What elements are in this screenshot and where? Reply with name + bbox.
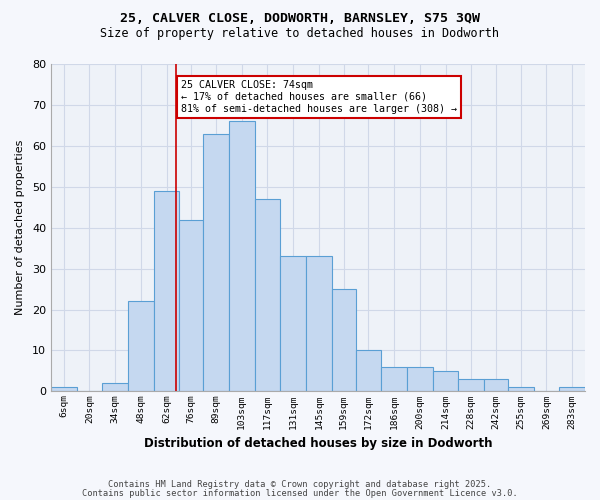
Bar [254,199,280,392]
Text: 25 CALVER CLOSE: 74sqm
← 17% of detached houses are smaller (66)
81% of semi-det: 25 CALVER CLOSE: 74sqm ← 17% of detached… [181,80,457,114]
Bar [103,383,128,392]
Bar [458,379,484,392]
Text: Contains HM Land Registry data © Crown copyright and database right 2025.: Contains HM Land Registry data © Crown c… [109,480,491,489]
Bar [229,122,254,392]
Y-axis label: Number of detached properties: Number of detached properties [15,140,25,316]
Bar [332,289,356,392]
Bar [381,367,407,392]
Bar [179,220,203,392]
Bar [306,256,332,392]
Bar [356,350,381,392]
Bar [280,256,306,392]
Bar [203,134,229,392]
X-axis label: Distribution of detached houses by size in Dodworth: Distribution of detached houses by size … [144,437,492,450]
Bar [154,191,179,392]
Bar [51,388,77,392]
Bar [407,367,433,392]
Bar [508,388,533,392]
Bar [484,379,508,392]
Text: 25, CALVER CLOSE, DODWORTH, BARNSLEY, S75 3QW: 25, CALVER CLOSE, DODWORTH, BARNSLEY, S7… [120,12,480,26]
Bar [128,302,154,392]
Bar [559,388,585,392]
Bar [433,371,458,392]
Text: Size of property relative to detached houses in Dodworth: Size of property relative to detached ho… [101,28,499,40]
Text: Contains public sector information licensed under the Open Government Licence v3: Contains public sector information licen… [82,490,518,498]
